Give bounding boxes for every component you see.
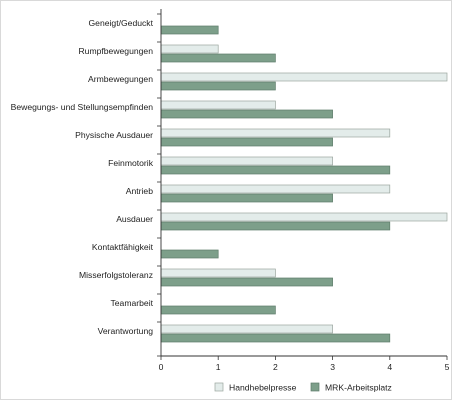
bar-mrk-arbeitsplatz-physische-ausdauer xyxy=(160,137,333,147)
legend-swatch-handhebelpresse xyxy=(214,382,224,392)
category-label-bewegungs-und-stellungsempfinden: Bewegungs- und Stellungsempfinden xyxy=(11,102,154,112)
bar-handhebelpresse-rumpfbewegungen xyxy=(160,44,219,54)
category-label-geneigt-geduckt: Geneigt/Geduckt xyxy=(89,18,154,28)
category-label-teamarbeit: Teamarbeit xyxy=(110,298,153,308)
bar-handhebelpresse-misserfolgstoleranz xyxy=(160,268,276,278)
bar-mrk-arbeitsplatz-teamarbeit xyxy=(160,305,276,315)
x-tick-label-4: 4 xyxy=(387,362,392,372)
bar-mrk-arbeitsplatz-geneigt-geduckt xyxy=(160,25,219,35)
category-label-physische-ausdauer: Physische Ausdauer xyxy=(75,130,153,140)
x-tick-label-1: 1 xyxy=(216,362,221,372)
bar-handhebelpresse-armbewegungen xyxy=(160,72,448,82)
legend-label-mrk-arbeitsplatz: MRK-Arbeitsplatz xyxy=(325,383,392,393)
bar-mrk-arbeitsplatz-antrieb xyxy=(160,193,333,203)
bar-mrk-arbeitsplatz-rumpfbewegungen xyxy=(160,53,276,63)
x-tick-label-5: 5 xyxy=(445,362,450,372)
x-tick-label-2: 2 xyxy=(273,362,278,372)
bar-handhebelpresse-antrieb xyxy=(160,184,391,194)
axes: 0 1 2 3 4 5 xyxy=(157,9,450,372)
category-label-antrieb: Antrieb xyxy=(126,186,153,196)
bars-layer xyxy=(160,25,448,343)
category-label-rumpfbewegungen: Rumpfbewegungen xyxy=(78,46,153,56)
category-label-verantwortung: Verantwortung xyxy=(98,326,154,336)
bar-mrk-arbeitsplatz-verantwortung xyxy=(160,333,391,343)
bar-handhebelpresse-verantwortung xyxy=(160,324,333,334)
bar-mrk-arbeitsplatz-feinmotorik xyxy=(160,165,391,175)
legend-swatch-mrk-arbeitsplatz xyxy=(310,382,320,392)
bar-mrk-arbeitsplatz-armbewegungen xyxy=(160,81,276,91)
bar-handhebelpresse-bewegungs-und-stellungsempfinden xyxy=(160,100,276,110)
x-tick-label-0: 0 xyxy=(159,362,164,372)
category-label-kontaktfahigkeit: Kontaktfähigkeit xyxy=(92,242,154,252)
bar-mrk-arbeitsplatz-kontaktfahigkeit xyxy=(160,249,219,259)
category-label-feinmotorik: Feinmotorik xyxy=(108,158,154,168)
category-label-misserfolgstoleranz: Misserfolgstoleranz xyxy=(79,270,153,280)
bar-mrk-arbeitsplatz-ausdauer xyxy=(160,221,391,231)
legend: Handhebelpresse MRK-Arbeitsplatz xyxy=(214,382,392,393)
bar-handhebelpresse-ausdauer xyxy=(160,212,448,222)
bar-handhebelpresse-physische-ausdauer xyxy=(160,128,391,138)
bar-mrk-arbeitsplatz-misserfolgstoleranz xyxy=(160,277,333,287)
bar-handhebelpresse-feinmotorik xyxy=(160,156,333,166)
category-label-armbewegungen: Armbewegungen xyxy=(88,74,153,84)
bar-mrk-arbeitsplatz-bewegungs-und-stellungsempfinden xyxy=(160,109,333,119)
legend-label-handhebelpresse: Handhebelpresse xyxy=(229,383,297,393)
x-tick-label-3: 3 xyxy=(330,362,335,372)
category-labels: Geneigt/Geduckt Rumpfbewegungen Armbewegun… xyxy=(11,18,154,336)
category-label-ausdauer: Ausdauer xyxy=(116,214,153,224)
